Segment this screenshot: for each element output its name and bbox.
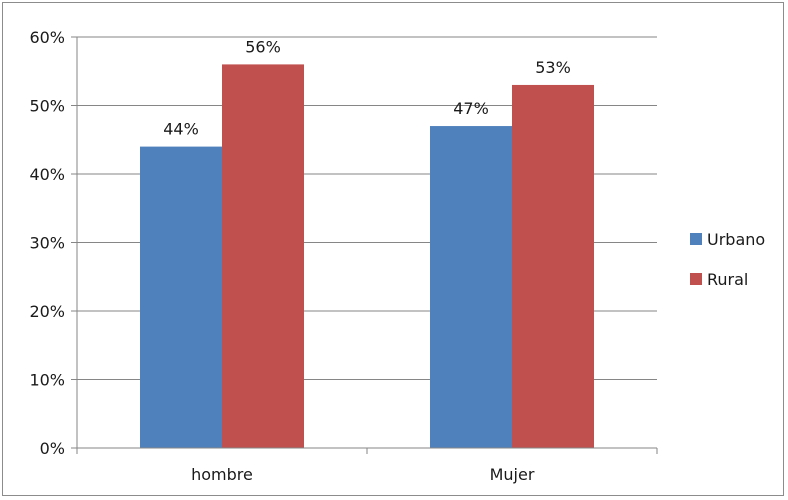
data-label: 47% bbox=[453, 99, 489, 118]
data-label: 56% bbox=[245, 37, 281, 56]
x-axis-ticks: hombre Mujer bbox=[191, 465, 535, 484]
y-tick-label: 10% bbox=[29, 371, 65, 390]
data-labels: 44% 56% 47% 53% bbox=[163, 37, 571, 138]
legend-label-rural: Rural bbox=[707, 270, 748, 289]
bar-urbano-hombre bbox=[140, 146, 222, 448]
bar-rural-mujer bbox=[512, 84, 594, 448]
y-tick-label: 60% bbox=[29, 28, 65, 47]
legend-label-urbano: Urbano bbox=[707, 230, 765, 249]
axes bbox=[71, 36, 658, 454]
data-label: 44% bbox=[163, 120, 199, 139]
legend-swatch-rural bbox=[690, 273, 702, 285]
data-label: 53% bbox=[535, 58, 571, 77]
legend-swatch-urbano bbox=[690, 233, 702, 245]
y-axis-ticks: 0% 10% 20% 30% 40% 50% 60% bbox=[29, 28, 65, 458]
y-tick-label: 40% bbox=[29, 165, 65, 184]
y-tick-label: 0% bbox=[40, 439, 65, 458]
legend: Urbano Rural bbox=[690, 230, 765, 289]
y-tick-label: 50% bbox=[29, 97, 65, 116]
bar-urbano-mujer bbox=[430, 126, 512, 449]
bars bbox=[140, 64, 594, 449]
x-tick-label: Mujer bbox=[490, 465, 535, 484]
y-tick-label: 30% bbox=[29, 234, 65, 253]
y-tick-label: 20% bbox=[29, 302, 65, 321]
bar-rural-hombre bbox=[222, 64, 304, 449]
x-tick-label: hombre bbox=[191, 465, 253, 484]
